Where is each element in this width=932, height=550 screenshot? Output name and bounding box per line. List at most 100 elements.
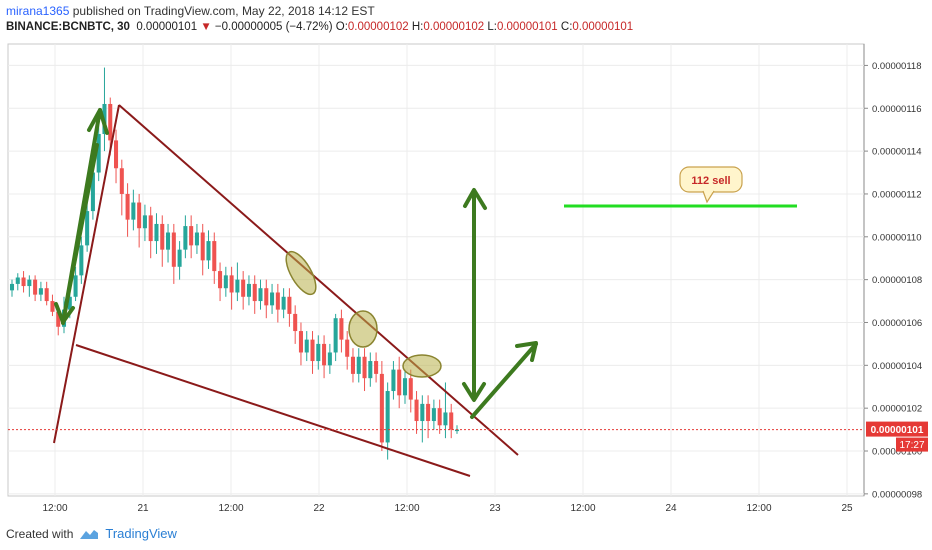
candle-body [310, 339, 315, 362]
touch-ellipse-3[interactable] [402, 354, 442, 378]
breakout-arrow-icon[interactable] [470, 341, 538, 419]
close-value: 0.00000101 [572, 21, 634, 33]
candle-body [304, 339, 309, 353]
time-axis: 12:00 21 12:00 22 12:00 23 12:00 24 12:00 25 [42, 503, 853, 514]
touch-ellipse-1[interactable] [280, 247, 321, 299]
candle [345, 331, 350, 370]
candle-body [85, 211, 90, 246]
candle [9, 279, 15, 297]
y-tick-label: 0.00000104 [872, 361, 922, 372]
candle [73, 266, 78, 302]
close-label: C: [560, 21, 573, 33]
tradingview-link[interactable]: TradingView [105, 526, 177, 541]
wedge-left-line[interactable] [53, 104, 120, 444]
candle-body [385, 391, 390, 443]
candle [137, 193, 142, 248]
candle [391, 361, 396, 400]
candle-body [200, 232, 205, 261]
candle-body [391, 369, 396, 392]
candle-body [44, 288, 49, 302]
candle-body [258, 288, 263, 302]
candle [96, 121, 101, 182]
x-tick-label: 22 [313, 503, 325, 514]
candle [298, 322, 303, 366]
open-label: O: [335, 21, 348, 33]
candle-body [38, 288, 43, 295]
candle [374, 352, 379, 383]
candle-body [443, 412, 448, 426]
low-label: L: [487, 21, 497, 33]
candle-body [160, 223, 165, 250]
candle [223, 266, 228, 297]
x-tick-label: 12:00 [218, 503, 243, 514]
candle [189, 215, 194, 259]
x-tick-label: 12:00 [42, 503, 67, 514]
candle [119, 159, 124, 216]
candle [125, 183, 130, 237]
candle [44, 281, 49, 306]
y-tick-label: 0.00000098 [872, 489, 922, 500]
y-tick-label: 0.00000116 [872, 104, 922, 115]
candle [449, 403, 454, 439]
candle-body [327, 352, 332, 366]
candle-body [131, 202, 136, 220]
candle [85, 198, 90, 252]
candle [15, 273, 20, 291]
x-tick-label: 12:00 [394, 503, 419, 514]
candle-body [67, 296, 72, 310]
open-value: 0.00000102 [347, 21, 409, 33]
x-tick-label: 12:00 [570, 503, 595, 514]
candle [212, 232, 217, 284]
y-tick-label: 0.00000118 [872, 61, 922, 72]
candle-body [79, 245, 84, 276]
candle-body [431, 408, 436, 422]
gridlines [8, 44, 864, 496]
candle-body [223, 275, 228, 289]
candle [310, 331, 315, 374]
candle-body [154, 223, 159, 242]
candle-body [171, 232, 176, 267]
candle [362, 348, 367, 392]
down-arrow-icon: ▼ [200, 21, 212, 33]
candle-body [137, 202, 142, 229]
candle-body [125, 193, 130, 220]
candle [183, 215, 188, 259]
candle [339, 309, 344, 353]
x-tick-label: 23 [489, 503, 501, 514]
touch-ellipse-2[interactable] [348, 310, 378, 348]
sell-callout[interactable]: 112 sell [679, 166, 743, 204]
candle [206, 230, 211, 269]
candle-body [27, 279, 32, 287]
candle [426, 395, 431, 439]
double-headed-arrow-icon[interactable] [462, 188, 487, 402]
candle [408, 369, 413, 413]
candle-body [206, 241, 211, 261]
price-axis: 0.00000118 0.00000116 0.00000114 0.00000112… [864, 61, 922, 500]
candle [414, 391, 419, 434]
candle [258, 279, 263, 310]
candle [79, 236, 84, 284]
author-link[interactable]: mirana1365 [6, 4, 70, 18]
candle [21, 271, 26, 293]
y-tick-label: 0.00000108 [872, 275, 922, 286]
candle-body [246, 283, 251, 297]
candle-body [194, 232, 199, 246]
candle-body [449, 412, 454, 430]
candle [420, 395, 425, 443]
down-arrow-icon[interactable] [54, 143, 99, 324]
y-tick-label: 0.00000110 [872, 232, 922, 243]
candle-body [275, 292, 280, 310]
high-label: H: [411, 21, 424, 33]
candle-body [9, 283, 15, 291]
candle [327, 343, 332, 374]
wedge-upper-trendline[interactable] [118, 104, 519, 456]
candle [177, 241, 182, 280]
candle-body [402, 378, 408, 396]
candle [350, 348, 355, 383]
candle [27, 275, 32, 297]
candle [246, 275, 251, 306]
wedge-lower-trendline[interactable] [75, 344, 471, 477]
last-price: 0.00000101 [136, 21, 198, 33]
